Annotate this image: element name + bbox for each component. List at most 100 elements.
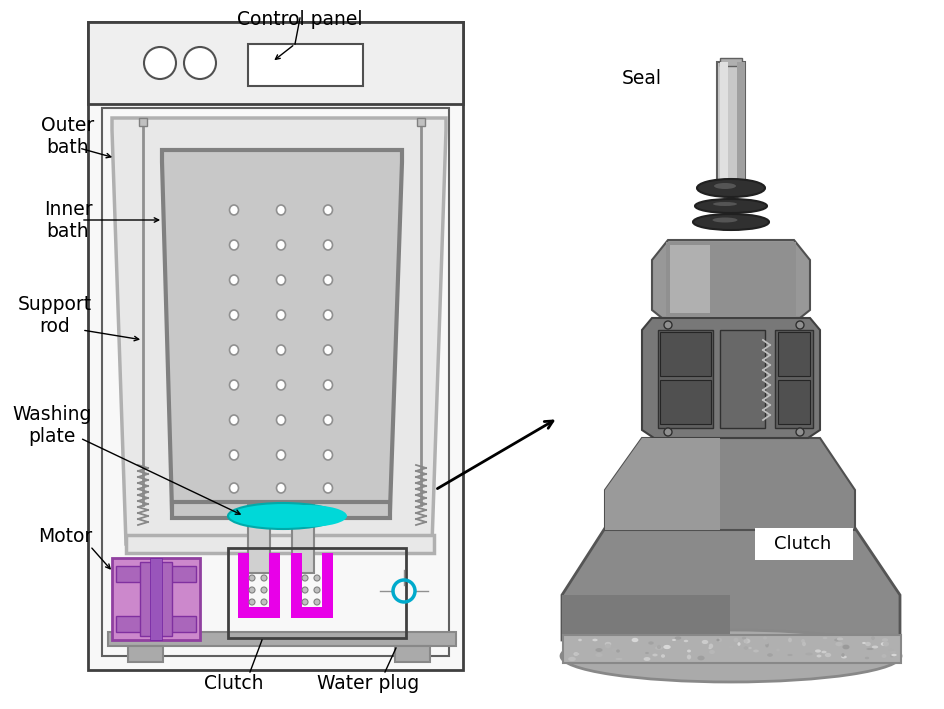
Ellipse shape [277, 345, 285, 355]
Ellipse shape [229, 380, 238, 390]
Ellipse shape [671, 639, 675, 641]
Bar [659, 380, 710, 424]
Ellipse shape [716, 639, 719, 641]
Bar [88, 22, 463, 104]
Ellipse shape [708, 644, 713, 649]
Ellipse shape [801, 639, 804, 643]
Ellipse shape [692, 214, 768, 230]
Ellipse shape [683, 640, 687, 642]
Bar [659, 332, 710, 376]
Ellipse shape [801, 642, 805, 647]
Ellipse shape [880, 642, 885, 646]
Ellipse shape [752, 649, 758, 652]
Ellipse shape [664, 321, 671, 329]
Ellipse shape [841, 644, 849, 649]
Polygon shape [604, 438, 854, 530]
Ellipse shape [604, 642, 611, 646]
Ellipse shape [814, 649, 820, 652]
Polygon shape [562, 528, 899, 640]
Bar [126, 535, 433, 553]
Ellipse shape [323, 450, 332, 460]
Ellipse shape [765, 642, 768, 647]
Ellipse shape [656, 645, 661, 649]
Ellipse shape [728, 645, 733, 649]
Bar [247, 44, 362, 86]
Ellipse shape [277, 483, 285, 493]
Ellipse shape [567, 657, 575, 661]
Ellipse shape [229, 205, 238, 215]
Ellipse shape [834, 638, 841, 642]
Ellipse shape [595, 648, 602, 652]
Bar [140, 562, 172, 636]
Ellipse shape [697, 656, 704, 660]
Ellipse shape [592, 639, 597, 642]
Ellipse shape [229, 310, 238, 320]
Ellipse shape [228, 503, 338, 529]
Ellipse shape [611, 648, 618, 652]
Text: Support
rod: Support rod [18, 295, 92, 336]
Bar [247, 505, 270, 573]
Ellipse shape [882, 642, 888, 647]
Bar [292, 505, 313, 573]
Ellipse shape [229, 240, 238, 250]
Ellipse shape [323, 205, 332, 215]
Ellipse shape [643, 657, 649, 661]
Ellipse shape [714, 183, 735, 189]
Ellipse shape [261, 587, 267, 593]
Ellipse shape [686, 654, 690, 659]
Bar [719, 62, 727, 190]
Ellipse shape [323, 345, 332, 355]
Text: Washing
plate: Washing plate [12, 405, 92, 446]
Ellipse shape [645, 652, 649, 654]
Ellipse shape [834, 642, 842, 647]
Ellipse shape [701, 640, 708, 644]
Ellipse shape [229, 483, 238, 493]
Ellipse shape [776, 649, 779, 652]
Ellipse shape [302, 599, 308, 605]
Ellipse shape [561, 630, 900, 682]
Ellipse shape [302, 575, 308, 581]
Bar [112, 558, 200, 640]
Ellipse shape [795, 428, 803, 436]
Ellipse shape [631, 638, 638, 642]
Bar [291, 607, 332, 618]
Ellipse shape [840, 653, 844, 657]
Ellipse shape [712, 218, 736, 223]
Bar [228, 548, 406, 638]
Ellipse shape [786, 654, 792, 656]
Bar [777, 380, 809, 424]
Ellipse shape [595, 653, 602, 657]
Ellipse shape [184, 47, 216, 79]
Ellipse shape [700, 644, 705, 647]
Bar [238, 607, 279, 618]
Ellipse shape [674, 636, 681, 640]
Polygon shape [562, 595, 729, 640]
Ellipse shape [663, 645, 670, 649]
Ellipse shape [741, 637, 746, 640]
Ellipse shape [651, 654, 657, 657]
Ellipse shape [864, 657, 868, 659]
Ellipse shape [736, 642, 740, 646]
Ellipse shape [743, 639, 750, 644]
Ellipse shape [654, 646, 662, 650]
Ellipse shape [708, 647, 711, 649]
Ellipse shape [573, 652, 578, 656]
Ellipse shape [277, 275, 285, 285]
Ellipse shape [763, 642, 767, 644]
Polygon shape [641, 318, 819, 438]
Bar [416, 118, 425, 126]
Bar [116, 566, 195, 582]
Ellipse shape [302, 587, 308, 593]
Bar [139, 118, 147, 126]
Ellipse shape [697, 179, 765, 197]
Ellipse shape [323, 415, 332, 425]
Bar [395, 646, 430, 662]
Bar [716, 62, 744, 190]
Ellipse shape [277, 380, 285, 390]
Bar [719, 58, 741, 66]
Ellipse shape [604, 644, 611, 648]
Bar [774, 330, 812, 428]
Bar [669, 245, 709, 313]
Polygon shape [161, 150, 401, 510]
Ellipse shape [248, 599, 255, 605]
